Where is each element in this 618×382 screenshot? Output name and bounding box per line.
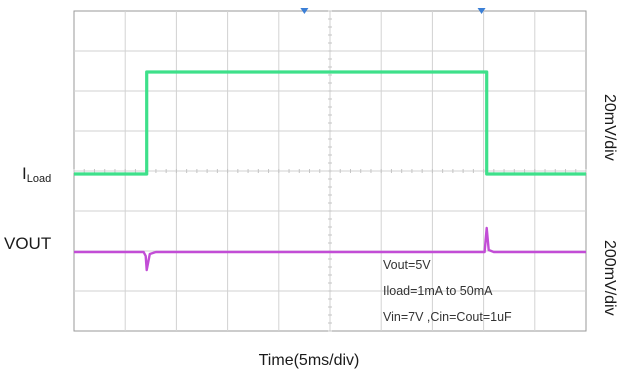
annotation-vout: Vout=5V: [383, 258, 431, 272]
grid: [73, 10, 587, 332]
annotation-vin-cin-cout: Vin=7V ,Cin=Cout=1uF: [383, 310, 512, 324]
trigger-marker: [477, 8, 486, 14]
ch2-scale-label: 200mV/div: [601, 240, 618, 316]
ch1-scale-label: 20mV/div: [601, 94, 618, 161]
trigger-marker: [300, 8, 309, 14]
traces: [74, 70, 586, 272]
trace-vout: [74, 226, 586, 272]
trigger-markers: [300, 8, 486, 14]
ch2-label-vout: VOUT: [4, 234, 52, 253]
trace-iload: [74, 70, 586, 176]
ch1-label-iload: ILoad: [22, 164, 52, 185]
annotation-iload: Iload=1mA to 50mA: [383, 284, 493, 298]
x-axis-label: Time(5ms/div): [258, 352, 360, 369]
